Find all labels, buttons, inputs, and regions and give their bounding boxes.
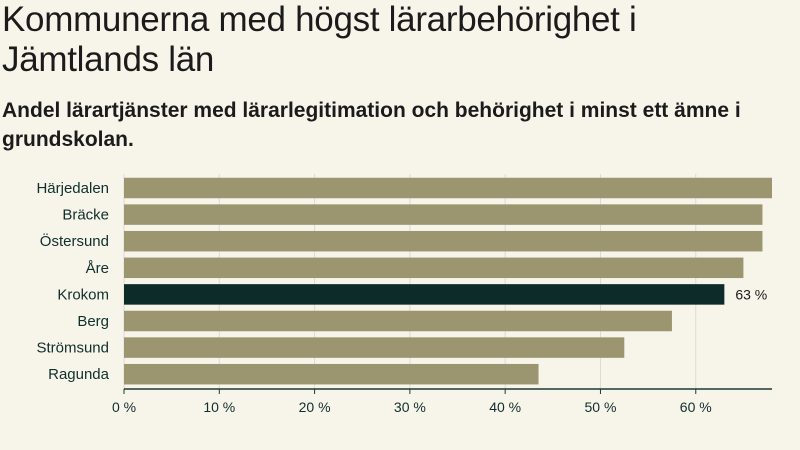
x-tick-label: 10 % (203, 399, 235, 415)
bar-bräcke (124, 204, 763, 225)
bar-ragunda (124, 363, 539, 385)
bar-åre (124, 257, 744, 279)
x-tick-label: 40 % (489, 399, 521, 415)
category-label: Strömsund (36, 340, 109, 357)
chart-subtitle: Andel lärartjänster med lärarlegitimatio… (2, 99, 741, 151)
bar-östersund (124, 230, 763, 252)
bars (124, 177, 772, 385)
bar-berg (124, 310, 672, 332)
category-label: Åre (86, 260, 109, 277)
bar-chart: Härjedalen Bräcke Östersund Åre Krokom Berg St… (36, 174, 772, 415)
category-labels: Härjedalen Bräcke Östersund Åre Krokom Berg St… (36, 180, 109, 383)
x-axis: 0 % 10 % 20 % 30 % 40 % 50 % 60 % (112, 388, 772, 415)
category-label: Härjedalen (36, 180, 109, 197)
x-tick-label: 50 % (585, 399, 617, 415)
x-tick-label: 0 % (112, 399, 136, 415)
value-label-krokom: 63 % (735, 286, 767, 302)
chart-title: Kommunerna med högst lärarbehörighet i J… (2, 0, 637, 79)
x-tick-label: 60 % (680, 399, 712, 415)
x-tick-label: 20 % (299, 399, 331, 415)
category-label: Bräcke (62, 207, 109, 224)
category-label: Östersund (40, 232, 109, 250)
category-label: Ragunda (48, 366, 110, 383)
bar-strömsund (124, 337, 625, 358)
value-labels: 63 % (735, 286, 767, 302)
category-label: Krokom (57, 286, 109, 303)
category-label: Berg (77, 313, 109, 330)
bar-härjedalen (124, 177, 772, 199)
x-tick-label: 30 % (394, 399, 426, 415)
bar-krokom (124, 284, 725, 305)
